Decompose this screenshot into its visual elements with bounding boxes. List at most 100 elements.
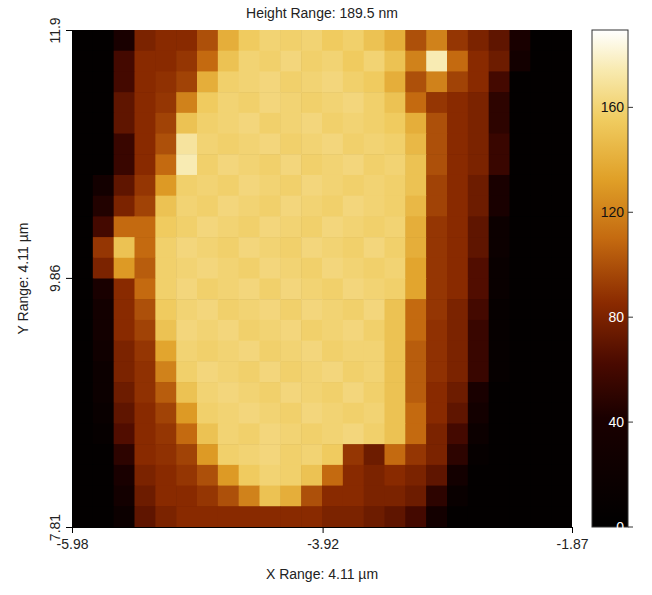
height-cell (93, 196, 114, 217)
height-cell (426, 299, 447, 320)
height-cell (135, 175, 156, 196)
height-cell (343, 279, 364, 300)
height-cell (176, 403, 197, 424)
height-cell (510, 175, 531, 196)
height-cell (72, 299, 93, 320)
height-cell (72, 258, 93, 279)
height-cell (405, 134, 426, 155)
height-cell (260, 465, 281, 486)
height-cell (551, 113, 572, 134)
height-cell (114, 134, 135, 155)
height-cell (447, 382, 468, 403)
color-bar-tick (628, 212, 633, 213)
height-cell (426, 51, 447, 72)
height-cell (343, 423, 364, 444)
height-cell (239, 196, 260, 217)
height-cell (135, 71, 156, 92)
height-cell (260, 216, 281, 237)
height-cell (239, 30, 260, 51)
x-tick-label: -3.92 (307, 536, 339, 552)
height-cell (155, 30, 176, 51)
height-cell (426, 465, 447, 486)
height-cell (322, 237, 343, 258)
height-cell (343, 444, 364, 465)
height-cell (551, 279, 572, 300)
height-cell (447, 341, 468, 362)
height-cell (510, 237, 531, 258)
height-cell (385, 423, 406, 444)
y-tick: 9.86 (47, 265, 72, 292)
height-cell (260, 506, 281, 527)
height-cell (343, 486, 364, 507)
height-cell (551, 216, 572, 237)
height-cell (322, 92, 343, 113)
height-cell (135, 382, 156, 403)
height-cell (135, 361, 156, 382)
height-cell (197, 506, 218, 527)
height-cell (322, 30, 343, 51)
height-cell (426, 30, 447, 51)
height-cell (468, 361, 489, 382)
height-cell (114, 92, 135, 113)
height-cell (218, 154, 239, 175)
height-cell (197, 175, 218, 196)
height-cell (218, 299, 239, 320)
height-cell (426, 154, 447, 175)
height-cell (364, 154, 385, 175)
height-cell (93, 423, 114, 444)
height-cell (468, 320, 489, 341)
height-cell (155, 113, 176, 134)
height-cell (405, 258, 426, 279)
height-cell (530, 361, 551, 382)
height-cell (447, 154, 468, 175)
height-cell (93, 216, 114, 237)
height-cell (280, 92, 301, 113)
height-cell (343, 403, 364, 424)
height-cell (551, 341, 572, 362)
height-cell (468, 134, 489, 155)
height-cell (322, 71, 343, 92)
height-cell (426, 134, 447, 155)
height-cell (93, 154, 114, 175)
height-cell (322, 486, 343, 507)
height-cell (322, 134, 343, 155)
height-cell (426, 320, 447, 341)
height-cell (343, 382, 364, 403)
x-axis-title: X Range: 4.11 µm (266, 566, 378, 582)
height-cell (468, 71, 489, 92)
height-cell (364, 320, 385, 341)
height-cell (385, 196, 406, 217)
height-cell (551, 403, 572, 424)
height-cell (218, 465, 239, 486)
height-cell (301, 30, 322, 51)
height-cell (510, 258, 531, 279)
height-cell (135, 258, 156, 279)
height-cell (322, 113, 343, 134)
height-cell (155, 486, 176, 507)
x-tick-mark (572, 527, 573, 533)
height-cell (114, 403, 135, 424)
height-cell (301, 71, 322, 92)
height-cell (385, 154, 406, 175)
height-cell (530, 134, 551, 155)
height-cell (197, 51, 218, 72)
height-cell (551, 30, 572, 51)
height-cell (239, 134, 260, 155)
height-cell (72, 423, 93, 444)
height-cell (530, 506, 551, 527)
height-cell (364, 216, 385, 237)
height-cell (197, 465, 218, 486)
height-cell (530, 175, 551, 196)
height-cell (489, 423, 510, 444)
height-cell (468, 175, 489, 196)
y-tick-label: 7.81 (47, 514, 63, 541)
height-cell (447, 30, 468, 51)
height-cell (426, 423, 447, 444)
height-cell (176, 216, 197, 237)
height-cell (510, 320, 531, 341)
height-cell (93, 71, 114, 92)
height-cell (405, 506, 426, 527)
y-axis-line (66, 31, 73, 528)
height-cell (72, 465, 93, 486)
height-cell (301, 113, 322, 134)
